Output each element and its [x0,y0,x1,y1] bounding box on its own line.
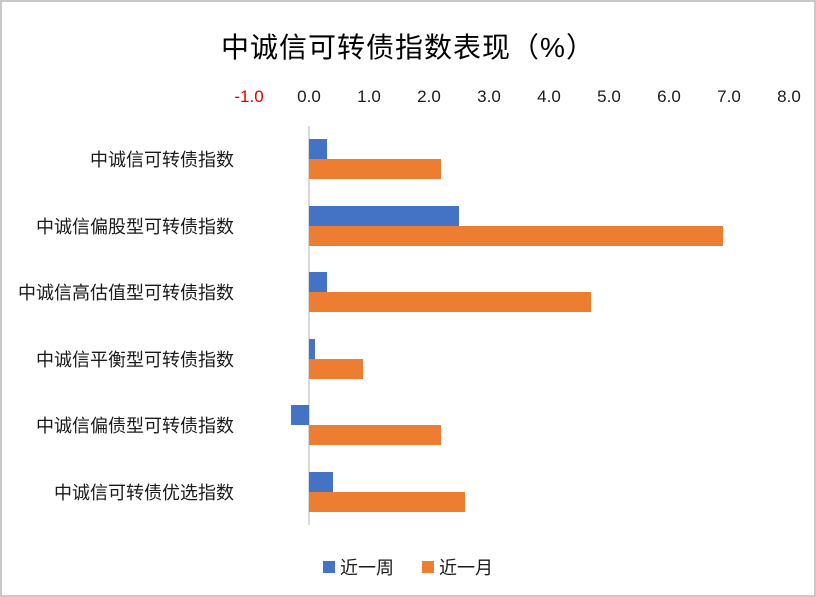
x-axis-tick: 7.0 [717,87,741,106]
x-axis-tick: 1.0 [357,87,381,106]
legend-item-month: 近一月 [422,554,493,580]
category-label: 中诚信偏债型可转债指数 [36,416,234,437]
bar-week-2 [309,272,327,293]
x-axis-tick: 3.0 [477,87,501,106]
category-label: 中诚信高估值型可转债指数 [18,283,234,304]
category-label: 中诚信可转债指数 [90,150,234,171]
x-axis-tick: -1.0 [234,87,264,106]
bar-week-1 [309,205,459,226]
bar-month-5 [309,491,465,512]
x-axis-tick: 6.0 [657,87,681,106]
legend-label-week: 近一周 [340,558,394,578]
legend-label-month: 近一月 [439,558,493,578]
bar-week-0 [309,139,327,160]
chart-title: 中诚信可转债指数表现（%） [221,32,595,63]
x-axis-tick: 2.0 [417,87,441,106]
x-axis-tick: 4.0 [537,87,561,106]
bar-month-4 [309,425,441,446]
legend-item-week: 近一周 [323,554,394,580]
legend-swatch-week-icon [323,561,335,573]
bar-week-3 [309,338,315,359]
bar-month-2 [309,292,591,313]
x-axis-tick: 5.0 [597,87,621,106]
x-axis-tick: 0.0 [297,87,321,106]
category-label: 中诚信平衡型可转债指数 [36,349,234,370]
bar-month-0 [309,159,441,180]
bar-week-4 [291,405,309,426]
category-label: 中诚信可转债优选指数 [54,482,234,503]
bar-month-3 [309,358,363,379]
y-axis-line [308,126,310,525]
legend-swatch-month-icon [422,561,434,573]
bar-month-1 [309,225,723,246]
category-label: 中诚信偏股型可转债指数 [36,216,234,237]
x-axis-tick: 8.0 [777,87,801,106]
legend: 近一周 近一月 [2,554,814,580]
bar-week-5 [309,471,333,492]
